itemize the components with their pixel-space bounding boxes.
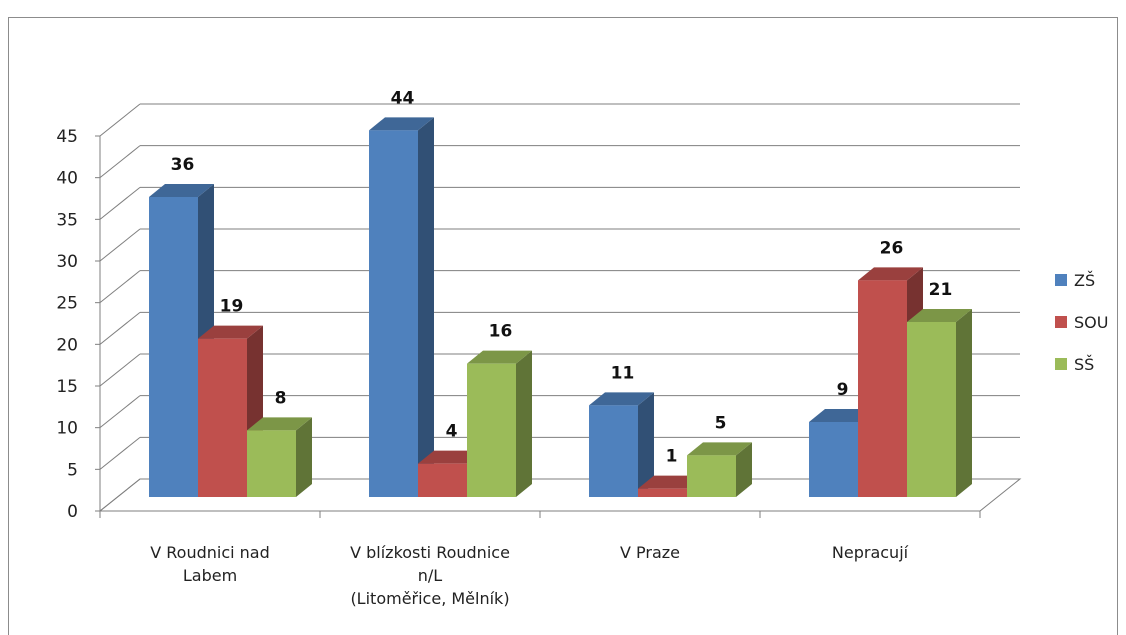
grid-diagonal — [99, 145, 141, 179]
bar — [247, 430, 296, 497]
bar-top — [638, 475, 703, 489]
bar — [149, 197, 198, 497]
x-tick-label: V Praze — [620, 543, 680, 562]
bar — [809, 422, 858, 497]
bar-top — [907, 309, 972, 322]
chart-frame — [8, 17, 1118, 635]
data-label: 11 — [611, 363, 635, 383]
x-tick-label: Nepracují — [832, 543, 909, 562]
legend-swatch — [1055, 274, 1067, 286]
data-label: 4 — [446, 422, 458, 442]
grid-diagonal — [99, 103, 141, 137]
bar — [907, 322, 956, 497]
grid-diagonal — [99, 353, 141, 387]
bar-side — [296, 417, 312, 497]
bar-top — [809, 409, 874, 422]
data-label: 9 — [837, 380, 849, 400]
bar-side — [638, 392, 654, 497]
bar-top — [687, 442, 752, 456]
data-label: 44 — [391, 88, 415, 108]
grid-diagonal — [99, 311, 141, 345]
legend-entry: ZŠ — [1074, 271, 1095, 290]
data-label: 36 — [171, 155, 195, 175]
legend-swatch — [1055, 316, 1067, 328]
grid-diagonal — [99, 270, 141, 304]
y-tick-label: 35 — [56, 210, 78, 230]
bar-side — [736, 442, 752, 497]
grid-diagonal — [99, 395, 141, 429]
bar — [589, 405, 638, 497]
x-tick-label: V blízkosti Roudnice n/L (Litoměřice, Měln… — [350, 543, 510, 608]
bar-top — [369, 117, 434, 131]
data-label: 26 — [880, 238, 904, 258]
y-tick-label: 10 — [56, 419, 78, 439]
bar-side — [418, 117, 434, 497]
bar — [687, 455, 736, 497]
bar — [638, 488, 687, 497]
x-tick-label: V Roudnici nad Labem — [150, 543, 270, 585]
data-label: 1 — [666, 447, 678, 467]
bar — [858, 280, 907, 497]
bar-top — [467, 350, 532, 364]
data-label: 5 — [715, 413, 727, 433]
data-label: 16 — [489, 322, 513, 342]
bar-top — [858, 267, 923, 281]
y-tick-label: 20 — [56, 335, 78, 355]
data-label: 21 — [929, 280, 953, 300]
data-label: 8 — [275, 388, 287, 408]
bar — [369, 130, 418, 498]
legend-entry: SOU — [1074, 313, 1108, 332]
y-tick-label: 45 — [56, 127, 78, 147]
grid-diagonal — [99, 186, 141, 220]
bar — [198, 338, 247, 497]
y-tick-label: 0 — [67, 502, 78, 522]
bar-side — [516, 350, 532, 497]
bar-top — [198, 325, 263, 339]
bar-top — [149, 184, 214, 197]
y-tick-label: 15 — [56, 377, 78, 397]
bar — [467, 363, 516, 497]
grid-diagonal — [99, 228, 141, 262]
y-tick-label: 40 — [56, 169, 78, 189]
y-tick-label: 5 — [67, 460, 78, 480]
grid-diagonal — [99, 436, 141, 470]
bar-top — [247, 417, 312, 431]
legend-swatch — [1055, 358, 1067, 370]
bar-top — [589, 392, 654, 406]
bar-side — [956, 309, 972, 497]
bar-top — [418, 450, 483, 464]
y-tick-label: 25 — [56, 294, 78, 314]
data-label: 19 — [220, 297, 244, 317]
bar — [418, 463, 467, 497]
legend-entry: SŠ — [1074, 355, 1094, 374]
y-tick-label: 30 — [56, 252, 78, 272]
